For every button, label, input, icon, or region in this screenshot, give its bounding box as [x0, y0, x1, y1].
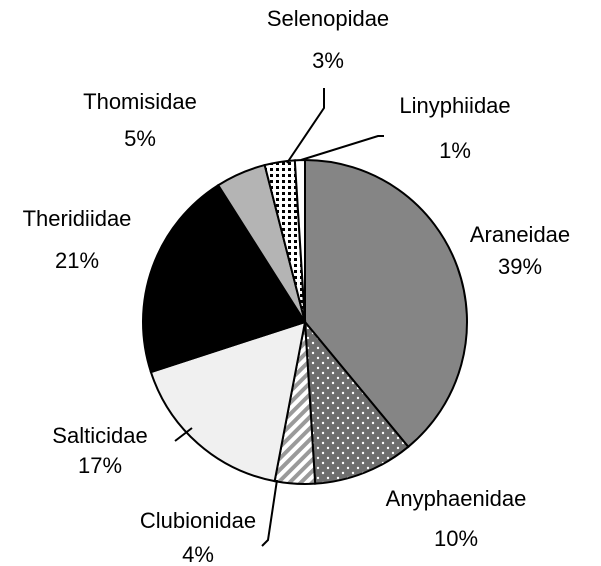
slice-value: 17% — [78, 453, 122, 478]
slice-value: 10% — [434, 526, 478, 551]
pie-slice — [303, 318, 410, 485]
slice-label: Salticidae — [52, 423, 147, 448]
pie-slice — [149, 320, 307, 483]
slice-label: Theridiidae — [23, 206, 132, 231]
slice-label: Thomisidae — [83, 89, 197, 114]
slice-value: 4% — [182, 542, 214, 566]
leader-line — [286, 88, 325, 164]
slice-value: 5% — [124, 126, 156, 151]
pie-slice — [142, 183, 307, 374]
slice-value: 3% — [312, 48, 344, 73]
slice-label: Anyphaenidae — [386, 486, 527, 511]
slice-value: 1% — [439, 138, 471, 163]
pie-slice — [293, 158, 306, 323]
slice-label: Selenopidae — [267, 6, 389, 31]
pie-slice — [304, 158, 468, 449]
leader-line — [261, 479, 278, 547]
slice-label: Araneidae — [470, 222, 570, 247]
slice-label: Linyphiidae — [399, 93, 510, 118]
leader-line — [174, 427, 193, 442]
leader-line — [300, 135, 384, 161]
slice-label: Clubionidae — [140, 508, 256, 533]
slice-value: 21% — [55, 248, 99, 273]
slice-value: 39% — [498, 254, 542, 279]
